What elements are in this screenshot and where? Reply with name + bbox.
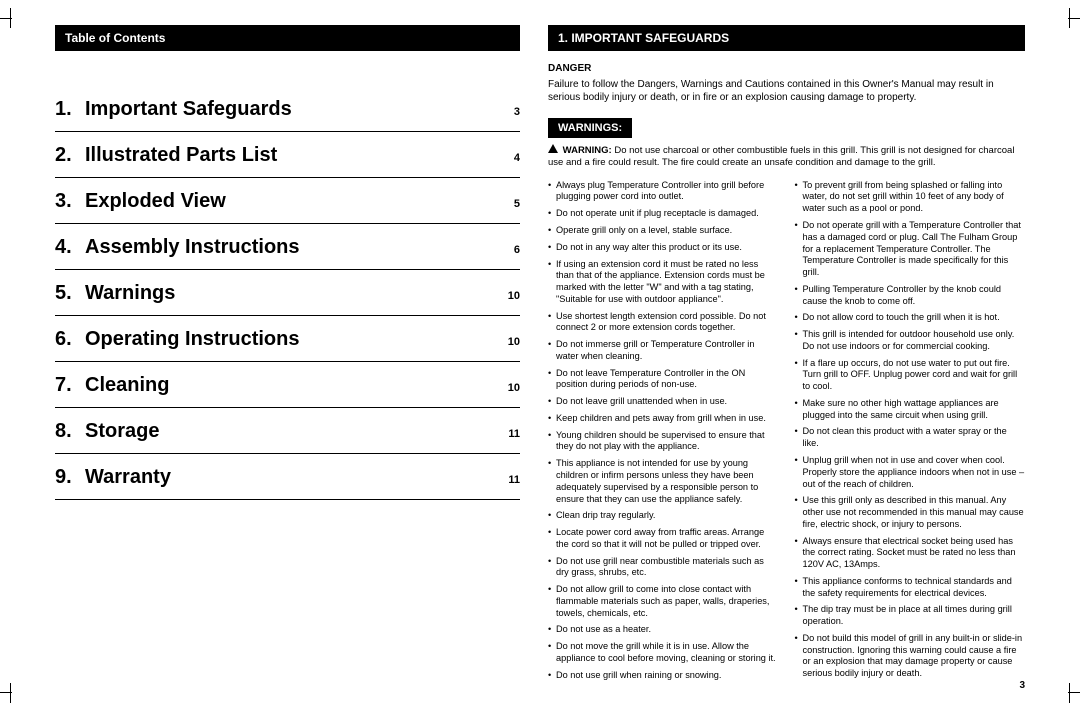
toc-page: 10: [508, 382, 520, 394]
toc-page: 6: [514, 244, 520, 256]
danger-text: Failure to follow the Dangers, Warnings …: [548, 78, 1025, 104]
bullet-item: •Young children should be supervised to …: [548, 430, 779, 454]
toc-title: Operating Instructions: [85, 328, 508, 351]
toc-title: Assembly Instructions: [85, 236, 514, 259]
toc-row: 8.Storage11: [55, 408, 520, 454]
warnings-label: WARNINGS:: [548, 118, 632, 138]
bullet-item: •This grill is intended for outdoor hous…: [795, 329, 1026, 353]
bullet-item: •Do not build this model of grill in any…: [795, 633, 1026, 680]
toc-num: 6.: [55, 328, 85, 351]
table-of-contents: 1.Important Safeguards32.Illustrated Par…: [55, 86, 520, 500]
toc-num: 1.: [55, 98, 85, 121]
warning-lead: WARNING: Do not use charcoal or other co…: [548, 144, 1025, 170]
bullet-item: •Do not allow grill to come into close c…: [548, 584, 779, 619]
toc-row: 1.Important Safeguards3: [55, 86, 520, 132]
bullet-item: •This appliance is not intended for use …: [548, 458, 779, 505]
bullet-item: •Make sure no other high wattage applian…: [795, 398, 1026, 422]
bullet-item: •Do not clean this product with a water …: [795, 426, 1026, 450]
toc-num: 9.: [55, 466, 85, 489]
bullet-column-left: •Always plug Temperature Controller into…: [548, 180, 779, 691]
toc-row: 3.Exploded View5: [55, 178, 520, 224]
bullet-item: •Do not use as a heater.: [548, 624, 779, 636]
toc-page: 10: [508, 290, 520, 302]
toc-title: Exploded View: [85, 190, 514, 213]
bullet-item: •Pulling Temperature Controller by the k…: [795, 284, 1026, 308]
bullet-item: •Do not leave Temperature Controller in …: [548, 368, 779, 392]
toc-row: 7.Cleaning10: [55, 362, 520, 408]
toc-page: 11: [508, 428, 520, 440]
section-header: 1. IMPORTANT SAFEGUARDS: [548, 25, 1025, 51]
bullet-item: •Keep children and pets away from grill …: [548, 413, 779, 425]
toc-row: 5.Warnings10: [55, 270, 520, 316]
bullet-item: •Do not move the grill while it is in us…: [548, 641, 779, 665]
bullet-item: •If using an extension cord it must be r…: [548, 259, 779, 306]
bullet-item: •Do not in any way alter this product or…: [548, 242, 779, 254]
toc-row: 4.Assembly Instructions6: [55, 224, 520, 270]
bullet-item: •Do not use grill when raining or snowin…: [548, 670, 779, 682]
bullet-item: •Do not use grill near combustible mater…: [548, 556, 779, 580]
bullet-item: •Clean drip tray regularly.: [548, 510, 779, 522]
warning-triangle-icon: [548, 144, 558, 153]
bullet-item: •Always ensure that electrical socket be…: [795, 536, 1026, 571]
bullet-item: •Do not operate unit if plug receptacle …: [548, 208, 779, 220]
toc-row: 6.Operating Instructions10: [55, 316, 520, 362]
toc-page: 5: [514, 198, 520, 210]
bullet-item: •The dip tray must be in place at all ti…: [795, 604, 1026, 628]
toc-num: 4.: [55, 236, 85, 259]
toc-page: 11: [508, 474, 520, 486]
toc-title: Storage: [85, 420, 508, 443]
toc-num: 8.: [55, 420, 85, 443]
bullet-item: •If a flare up occurs, do not use water …: [795, 358, 1026, 393]
toc-page: 3: [514, 106, 520, 118]
toc-num: 5.: [55, 282, 85, 305]
bullet-item: •Do not operate grill with a Temperature…: [795, 220, 1026, 279]
toc-num: 2.: [55, 144, 85, 167]
bullet-item: •Do not immerse grill or Temperature Con…: [548, 339, 779, 363]
toc-num: 7.: [55, 374, 85, 397]
bullet-item: •Do not leave grill unattended when in u…: [548, 396, 779, 408]
bullet-item: •To prevent grill from being splashed or…: [795, 180, 1026, 215]
toc-page: 4: [514, 152, 520, 164]
toc-title: Important Safeguards: [85, 98, 514, 121]
page-number: 3: [1019, 680, 1025, 691]
danger-label: DANGER: [548, 63, 1025, 74]
toc-header: Table of Contents: [55, 25, 520, 51]
bullet-item: •Locate power cord away from traffic are…: [548, 527, 779, 551]
toc-title: Illustrated Parts List: [85, 144, 514, 167]
toc-title: Warnings: [85, 282, 508, 305]
toc-page: 10: [508, 336, 520, 348]
toc-row: 9.Warranty11: [55, 454, 520, 500]
bullet-item: •This appliance conforms to technical st…: [795, 576, 1026, 600]
toc-row: 2.Illustrated Parts List4: [55, 132, 520, 178]
bullet-item: •Use this grill only as described in thi…: [795, 495, 1026, 530]
bullet-item: •Use shortest length extension cord poss…: [548, 311, 779, 335]
toc-title: Cleaning: [85, 374, 508, 397]
bullet-item: •Always plug Temperature Controller into…: [548, 180, 779, 204]
bullet-item: •Do not allow cord to touch the grill wh…: [795, 312, 1026, 324]
bullet-item: •Unplug grill when not in use and cover …: [795, 455, 1026, 490]
toc-num: 3.: [55, 190, 85, 213]
bullet-item: •Operate grill only on a level, stable s…: [548, 225, 779, 237]
bullet-column-right: •To prevent grill from being splashed or…: [795, 180, 1026, 691]
toc-title: Warranty: [85, 466, 508, 489]
